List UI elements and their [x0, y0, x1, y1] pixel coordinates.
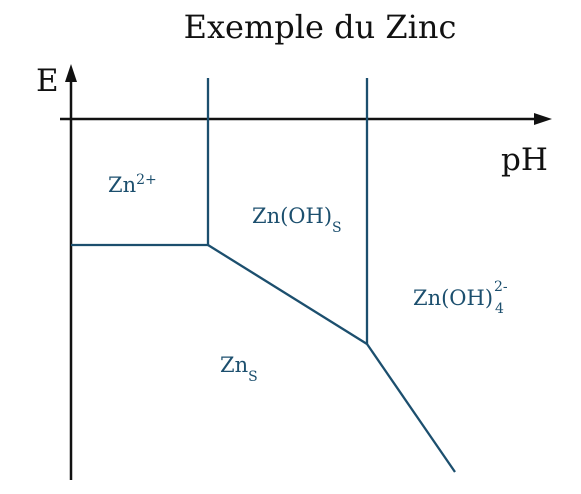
- species-label-znoh4: Zn(OH) 42-: [413, 279, 508, 317]
- y-axis-arrowhead: [65, 64, 77, 82]
- x-axis-label: pH: [501, 142, 548, 178]
- boundary-znoh4-zn: [366, 343, 456, 473]
- species-label-zn-solid: ZnS: [220, 353, 258, 385]
- x-axis-arrowhead: [534, 113, 552, 125]
- boundary-znoh-zn: [207, 244, 368, 345]
- species-label-znoh-solid: Zn(OH)S: [252, 204, 342, 236]
- axes: E pH: [36, 63, 552, 480]
- species-labels: Zn2+ Zn(OH)S Zn(OH) 42- ZnS: [108, 172, 508, 385]
- species-label-zn2plus: Zn2+: [108, 172, 157, 197]
- diagram-title: Exemple du Zinc: [184, 8, 457, 46]
- y-axis-label: E: [36, 63, 59, 99]
- domain-boundaries: [71, 78, 456, 473]
